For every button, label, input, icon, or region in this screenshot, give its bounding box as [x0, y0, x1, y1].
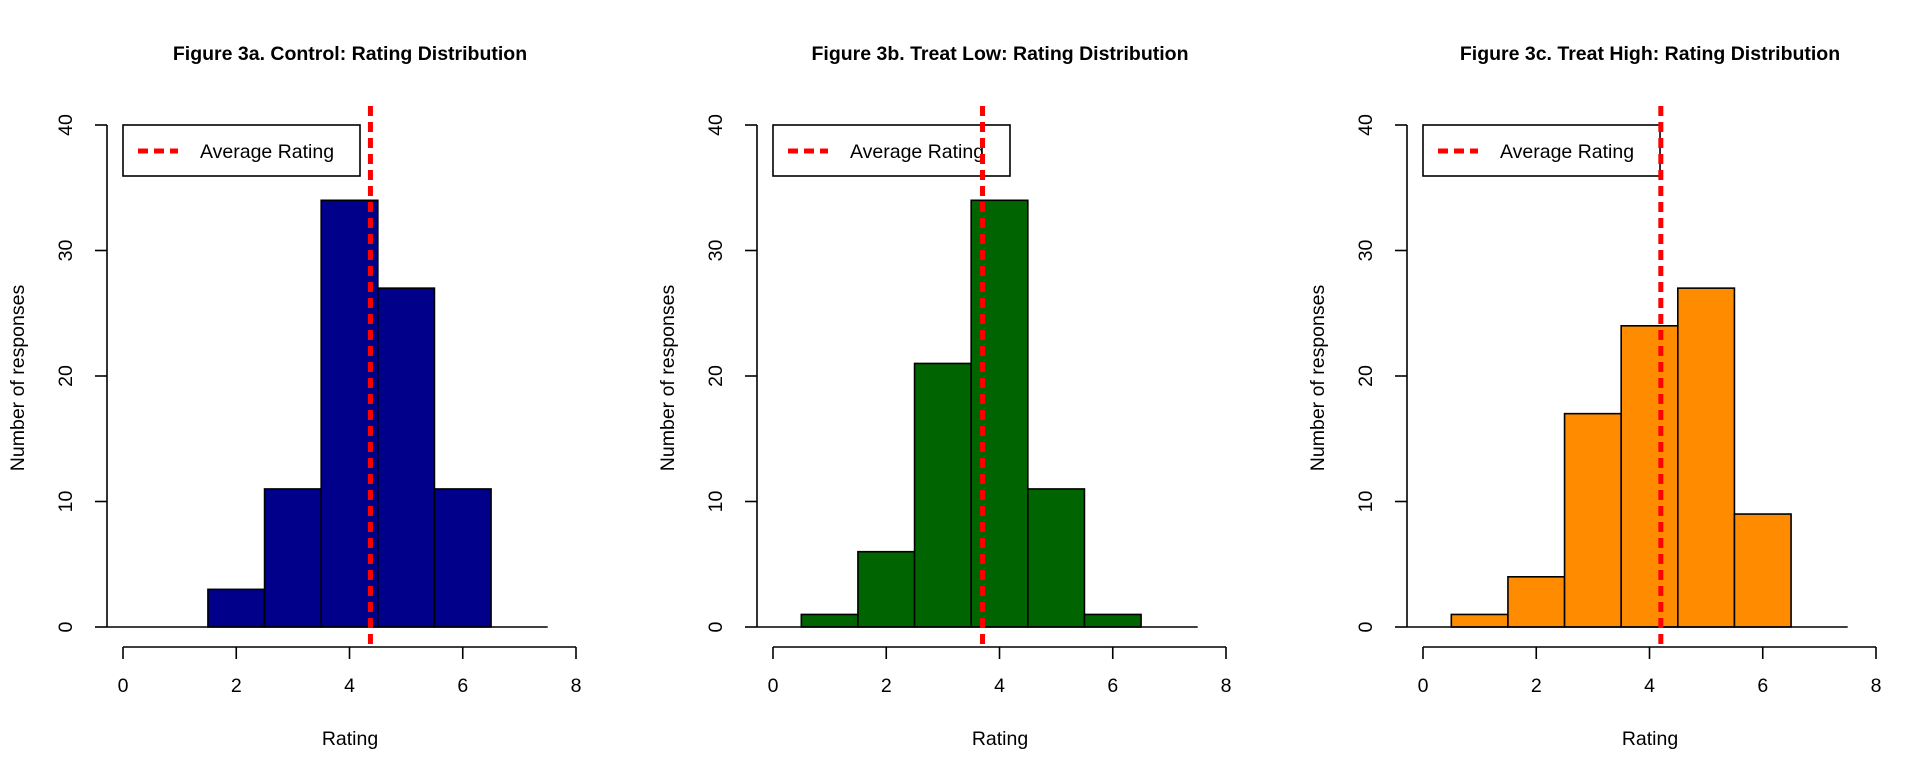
histogram-bar: [1027, 488, 1086, 628]
y-tick-label: 20: [1355, 365, 1377, 387]
histogram-bar: [1563, 412, 1622, 628]
histogram-bar: [1677, 287, 1736, 628]
x-tick-label: 8: [1871, 675, 1882, 697]
panel-treat-low: Figure 3b. Treat Low: Rating Distributio…: [657, 43, 1231, 750]
x-tick-label: 8: [571, 675, 582, 697]
histogram-bar: [433, 488, 492, 628]
legend: Average Rating: [122, 124, 361, 177]
x-tick-label: 6: [1107, 675, 1118, 697]
histogram-bar: [1083, 613, 1142, 628]
x-tick-label: 2: [231, 675, 242, 697]
chart-title: Figure 3a. Control: Rating Distribution: [173, 43, 527, 65]
legend: Average Rating: [1422, 124, 1661, 177]
x-axis: 0 2 4 6 8: [768, 646, 1232, 697]
y-tick-label: 30: [55, 240, 77, 262]
y-axis-label: Number of responses: [1307, 285, 1329, 472]
legend-label: Average Rating: [200, 141, 334, 163]
legend-label: Average Rating: [1500, 141, 1634, 163]
y-tick-label: 10: [55, 491, 77, 513]
y-axis: 0 10 20 30 40: [1355, 114, 1408, 632]
y-tick-label: 40: [705, 114, 727, 136]
x-tick-label: 0: [1418, 675, 1429, 697]
y-tick-label: 30: [1355, 240, 1377, 262]
y-axis-label: Number of responses: [7, 285, 29, 472]
y-axis-label: Number of responses: [657, 285, 679, 472]
histogram-bar: [800, 613, 859, 628]
y-tick-label: 10: [705, 491, 727, 513]
chart-title: Figure 3b. Treat Low: Rating Distributio…: [811, 43, 1188, 65]
histogram-bar: [857, 550, 916, 628]
y-tick-label: 0: [55, 621, 77, 632]
y-tick-label: 10: [1355, 491, 1377, 513]
x-tick-label: 6: [457, 675, 468, 697]
histogram-bar: [377, 287, 436, 628]
x-axis-label: Rating: [972, 728, 1028, 750]
histogram-bar: [1450, 613, 1509, 628]
histogram-bar: [1620, 324, 1679, 628]
histogram-bar: [207, 588, 266, 628]
y-tick-label: 30: [705, 240, 727, 262]
histogram-bar: [1507, 575, 1566, 628]
y-axis: 0 10 20 30 40: [55, 114, 108, 632]
x-axis: 0 2 4 6 8: [1418, 646, 1882, 697]
x-tick-label: 6: [1757, 675, 1768, 697]
x-tick-label: 0: [118, 675, 129, 697]
bars-group: [107, 199, 548, 628]
panel-treat-high: Figure 3c. Treat High: Rating Distributi…: [1307, 43, 1881, 750]
histogram-bar: [263, 488, 322, 628]
chart-title: Figure 3c. Treat High: Rating Distributi…: [1460, 43, 1840, 65]
y-tick-label: 20: [705, 365, 727, 387]
x-tick-label: 8: [1221, 675, 1232, 697]
histogram-bar: [913, 362, 972, 628]
y-tick-label: 40: [1355, 114, 1377, 136]
x-axis: 0 2 4 6 8: [118, 646, 582, 697]
y-tick-label: 40: [55, 114, 77, 136]
x-axis-label: Rating: [1622, 728, 1678, 750]
x-tick-label: 4: [344, 675, 355, 697]
x-tick-label: 0: [768, 675, 779, 697]
x-tick-label: 4: [1644, 675, 1655, 697]
y-tick-label: 0: [705, 621, 727, 632]
x-axis-label: Rating: [322, 728, 378, 750]
legend-label: Average Rating: [850, 141, 984, 163]
x-tick-label: 2: [1531, 675, 1542, 697]
x-tick-label: 2: [881, 675, 892, 697]
y-axis: 0 10 20 30 40: [705, 114, 758, 632]
legend: Average Rating: [772, 124, 1011, 177]
y-tick-label: 0: [1355, 621, 1377, 632]
x-tick-label: 4: [994, 675, 1005, 697]
y-tick-label: 20: [55, 365, 77, 387]
bars-group: [757, 199, 1198, 628]
panel-control: Figure 3a. Control: Rating Distribution …: [7, 43, 581, 750]
bars-group: [1407, 287, 1848, 628]
histogram-bar: [1733, 513, 1792, 628]
histogram-bar: [970, 199, 1029, 628]
